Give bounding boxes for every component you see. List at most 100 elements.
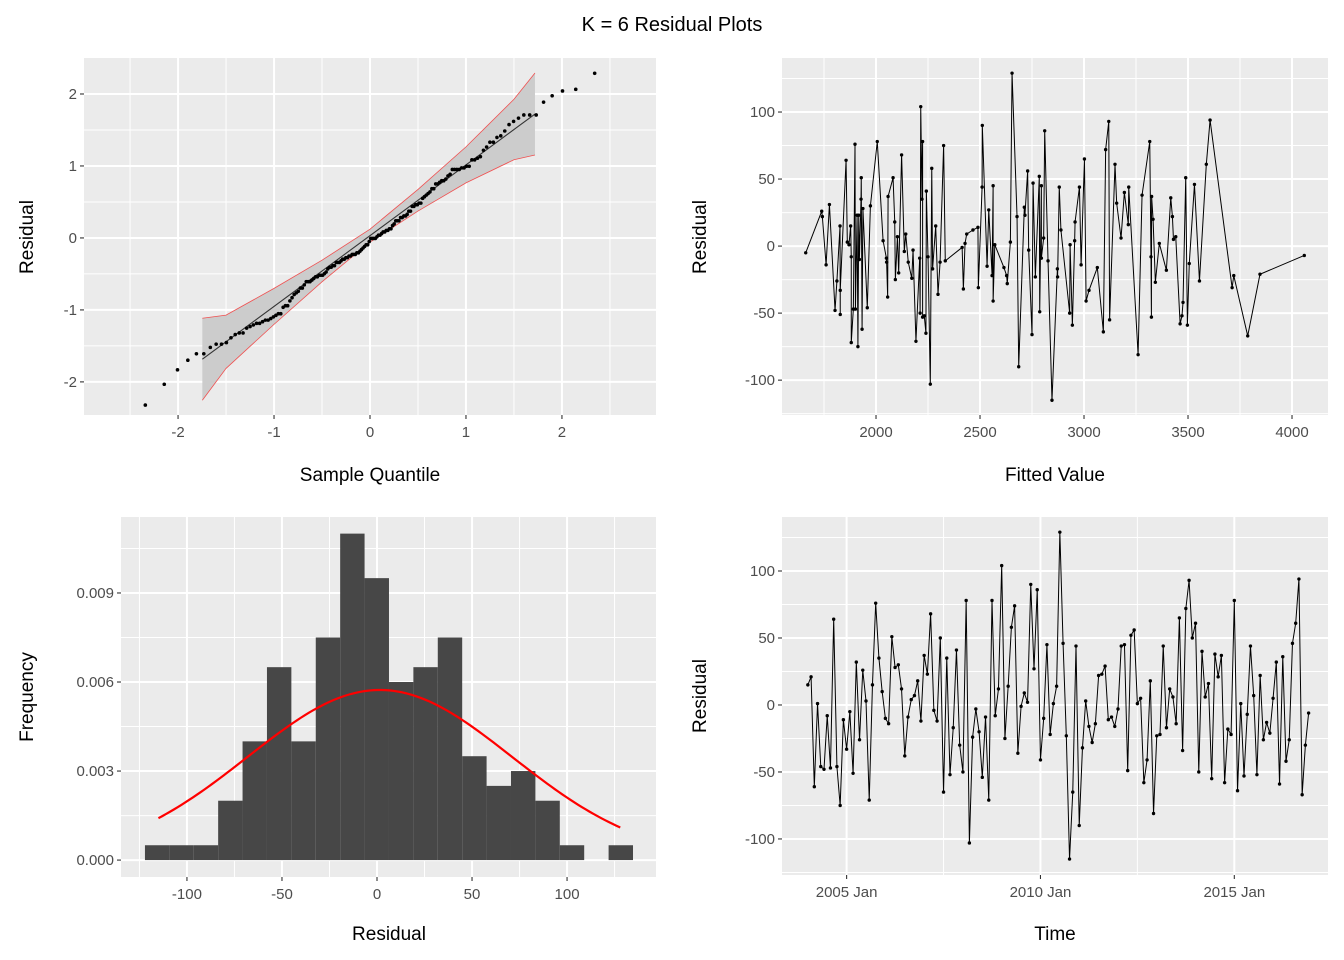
time-series-point xyxy=(1145,758,1149,762)
y-axis-title: Frequency xyxy=(17,652,38,742)
residual-point xyxy=(930,267,935,271)
qq-point xyxy=(229,335,233,340)
x-tick-label: 3000 xyxy=(1067,424,1100,441)
residual-point xyxy=(917,256,922,260)
histogram-bar xyxy=(364,578,389,861)
x-tick-label: -2 xyxy=(171,424,184,441)
time-series-point xyxy=(848,709,852,714)
time-series-point xyxy=(861,668,865,672)
residual-point xyxy=(884,260,889,264)
time-series-point xyxy=(1216,675,1220,679)
time-series-point xyxy=(857,738,862,742)
normal-density-curve xyxy=(157,688,621,829)
time-series-point xyxy=(1106,718,1111,722)
histogram-bar xyxy=(242,741,267,861)
y-tick-label: -50 xyxy=(753,764,775,781)
residual-point xyxy=(1082,157,1087,161)
residual-point xyxy=(1113,162,1117,167)
panel-2: 2000 2500 3000 3500 4000 -100 -50 0 50 100 Fitted … xyxy=(690,58,1328,486)
figure-title: K = 6 Residual Plots xyxy=(582,14,763,36)
residual-point xyxy=(1073,220,1077,224)
x-tick-label: 100 xyxy=(555,886,580,903)
residual-point xyxy=(838,312,842,317)
histogram-bar xyxy=(559,845,585,861)
time-series-point xyxy=(1158,732,1162,737)
residual-point xyxy=(1184,176,1188,180)
y-tick-label: 1 xyxy=(69,158,77,175)
residual-point xyxy=(1148,139,1152,144)
qq-point xyxy=(397,218,401,223)
time-series-point xyxy=(1054,684,1059,688)
time-series-point xyxy=(951,726,955,730)
time-series-point xyxy=(1100,672,1104,676)
qq-point xyxy=(300,286,305,290)
time-series-point xyxy=(1293,621,1298,625)
time-series-point xyxy=(1255,772,1259,777)
residual-point xyxy=(853,142,857,146)
residual-point xyxy=(853,307,858,311)
histogram-bar xyxy=(486,785,511,861)
residual-point xyxy=(980,123,985,128)
time-series-point xyxy=(909,697,913,702)
histogram-bar xyxy=(388,682,414,861)
time-series-point xyxy=(844,747,849,751)
qq-point xyxy=(324,270,328,274)
qq-point xyxy=(175,368,180,372)
time-series-point xyxy=(1119,644,1123,648)
x-tick-label: 0 xyxy=(373,886,381,903)
residual-point xyxy=(1055,275,1060,279)
time-series-point xyxy=(1177,616,1182,620)
time-series-point xyxy=(899,687,904,691)
time-series-point xyxy=(1151,811,1156,816)
time-series-point xyxy=(1087,724,1091,729)
residual-point xyxy=(976,285,981,290)
x-axis-title: Sample Quantile xyxy=(300,465,440,486)
time-series-point xyxy=(987,798,991,802)
x-tick-label: 2015 Jan xyxy=(1203,884,1265,901)
x-tick-label: 2500 xyxy=(963,424,996,441)
qq-point xyxy=(534,113,538,117)
residual-point xyxy=(868,204,873,208)
residual-point xyxy=(1107,119,1111,124)
x-tick-label: 50 xyxy=(464,886,481,903)
residual-point xyxy=(1126,222,1131,227)
residual-point xyxy=(1258,272,1262,276)
qq-point xyxy=(459,166,464,170)
qq-point xyxy=(278,311,283,316)
residual-point xyxy=(844,158,848,162)
qq-point xyxy=(194,351,199,356)
residual-point xyxy=(865,306,869,310)
time-series-point xyxy=(1219,653,1224,658)
residual-point xyxy=(941,143,946,148)
residual-point xyxy=(1232,273,1236,278)
time-series-point xyxy=(1206,681,1211,686)
residual-point xyxy=(1181,300,1185,305)
residual-point xyxy=(1140,193,1144,197)
x-tick-label: 0 xyxy=(366,424,374,441)
qq-point xyxy=(560,89,565,93)
residual-point xyxy=(838,288,842,293)
qq-point xyxy=(507,122,511,127)
time-series-line xyxy=(807,532,1310,860)
residual-point xyxy=(1041,236,1046,240)
time-series-point xyxy=(1167,687,1172,691)
qq-point xyxy=(502,129,507,133)
y-axis-title: Residual xyxy=(690,200,711,274)
time-series-point xyxy=(1093,722,1098,726)
time-series-point xyxy=(1029,582,1033,587)
time-series-point xyxy=(964,598,968,603)
time-series-point xyxy=(1071,790,1075,794)
qq-point xyxy=(251,323,256,327)
histogram-bar xyxy=(218,800,243,861)
time-series-point xyxy=(1019,704,1023,709)
residual-point xyxy=(1122,190,1127,195)
time-series-point xyxy=(1125,768,1130,773)
residual-point xyxy=(926,255,930,259)
time-series-point xyxy=(1109,715,1114,719)
time-series-point xyxy=(851,771,855,776)
residual-point xyxy=(1127,185,1131,189)
residual-point xyxy=(827,202,832,207)
x-axis-title: Fitted Value xyxy=(1005,465,1105,486)
residual-point xyxy=(1208,118,1212,122)
x-tick-label: 4000 xyxy=(1275,424,1308,441)
